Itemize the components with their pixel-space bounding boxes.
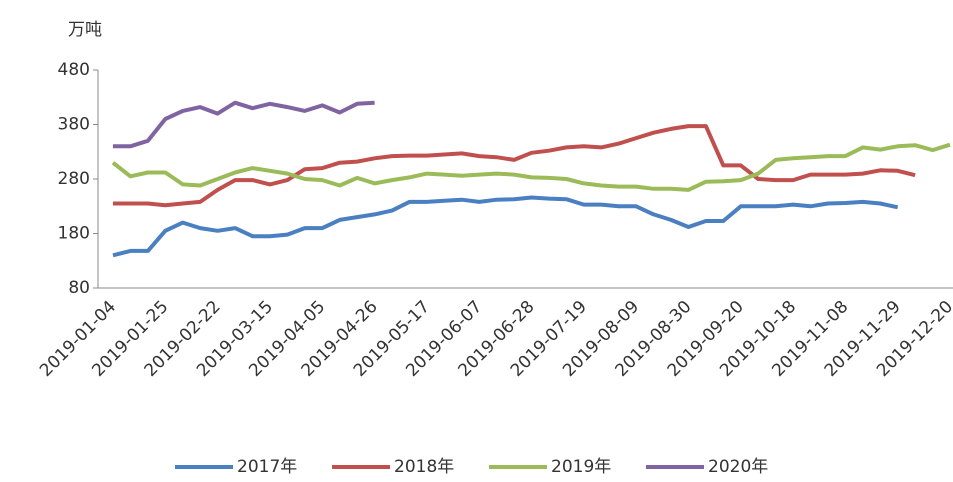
legend-label: 2018年 [394, 457, 454, 477]
y-tick-label: 480 [58, 60, 90, 80]
legend-label: 2019年 [551, 457, 611, 477]
line-series [112, 195, 899, 258]
y-tick-label: 280 [58, 169, 90, 189]
line-series [111, 142, 951, 192]
y-tick-label: 80 [68, 278, 90, 298]
y-axis-label: 万吨 [68, 20, 102, 40]
legend-label: 2017年 [237, 457, 297, 477]
y-tick-label: 180 [58, 224, 90, 244]
line-series [113, 100, 375, 149]
legend-label: 2020年 [708, 457, 768, 477]
line-series [113, 124, 916, 208]
y-tick-label: 380 [58, 115, 90, 135]
